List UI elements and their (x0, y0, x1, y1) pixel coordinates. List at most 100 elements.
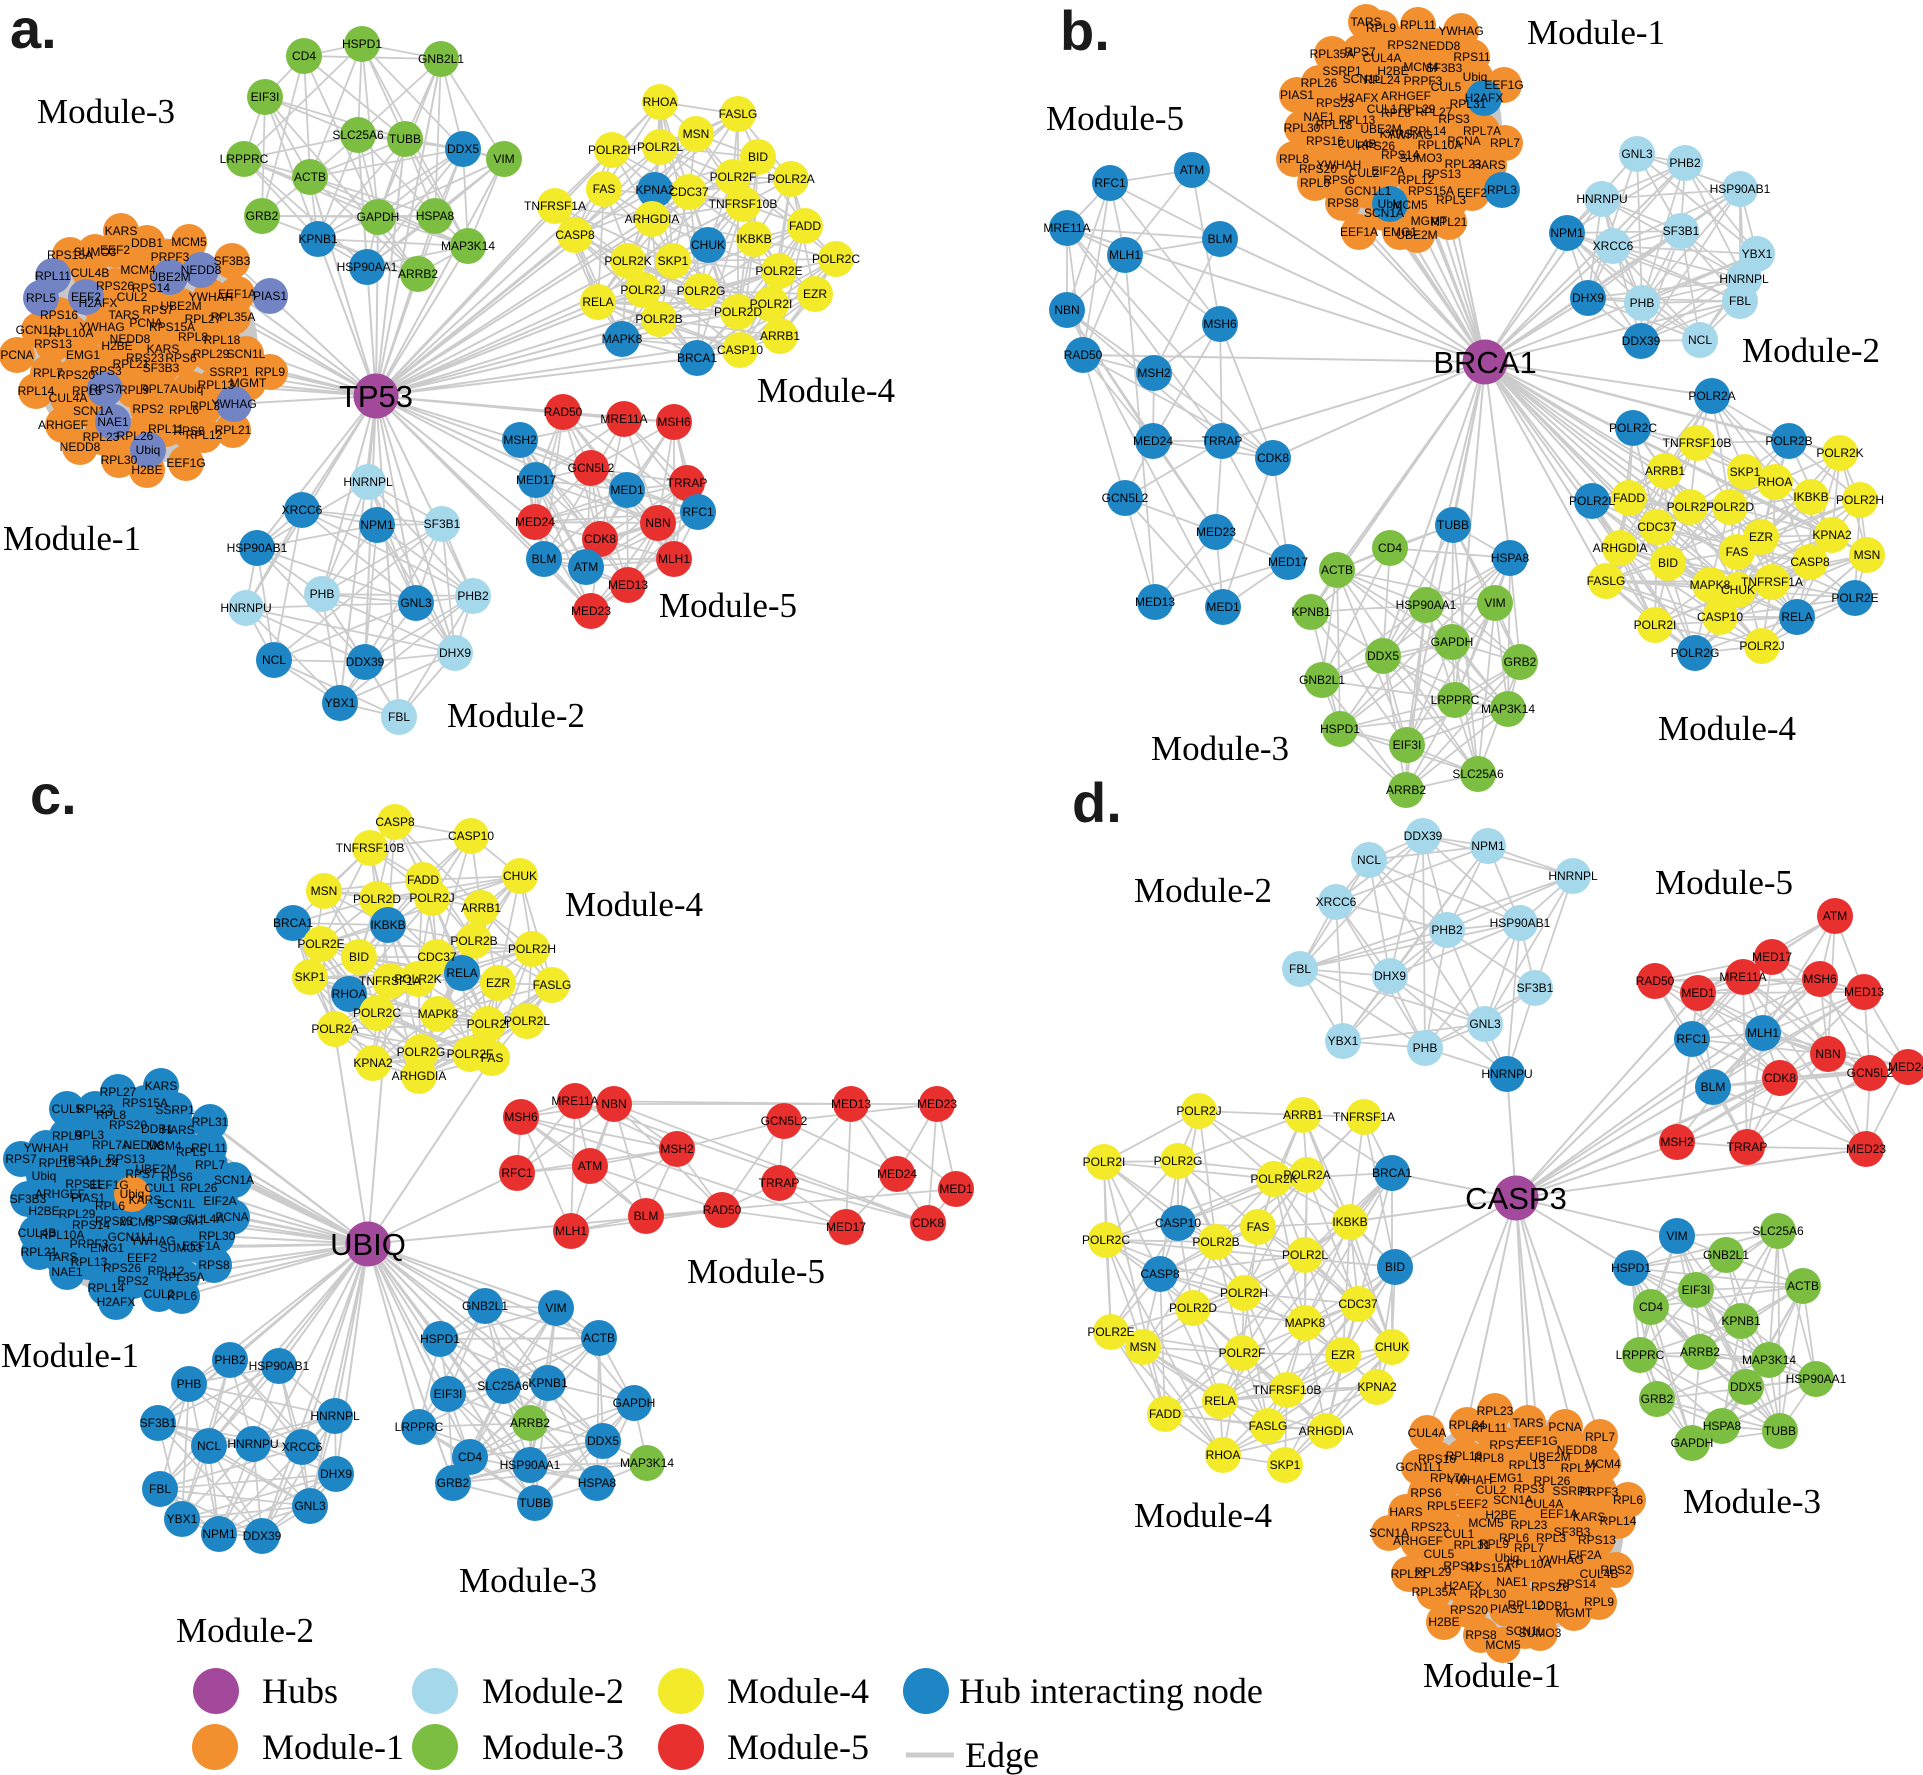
svg-text:ATM: ATM (574, 560, 598, 574)
svg-text:POLR2I: POLR2I (750, 297, 793, 311)
svg-text:POLR2J: POLR2J (409, 891, 454, 905)
svg-text:MED13: MED13 (1135, 595, 1175, 609)
svg-text:HNRNPL: HNRNPL (1719, 272, 1769, 286)
svg-text:EEF2: EEF2 (1458, 1497, 1488, 1511)
svg-text:H2BE: H2BE (1428, 1615, 1459, 1629)
svg-text:EEF2: EEF2 (71, 290, 101, 304)
svg-text:RPS23: RPS23 (1411, 1520, 1449, 1534)
svg-text:Ubiq: Ubiq (1463, 70, 1488, 84)
svg-text:RPS11: RPS11 (65, 1177, 102, 1191)
svg-text:GNL3: GNL3 (1469, 1017, 1501, 1031)
svg-text:MAP3K14: MAP3K14 (1481, 702, 1535, 716)
svg-text:SF3B1: SF3B1 (424, 517, 461, 531)
svg-text:RAD50: RAD50 (1636, 974, 1675, 988)
svg-text:RPS13: RPS13 (1578, 1533, 1616, 1547)
svg-text:RPS3: RPS3 (90, 364, 122, 378)
svg-text:BID: BID (1385, 1260, 1405, 1274)
svg-text:EIF2A: EIF2A (1568, 1548, 1601, 1562)
svg-text:SSRP1: SSRP1 (1322, 64, 1362, 78)
svg-text:RPL21: RPL21 (1431, 215, 1468, 229)
svg-text:MCM4: MCM4 (146, 1139, 182, 1153)
svg-text:DDX39: DDX39 (1404, 829, 1443, 843)
svg-text:RPS26: RPS26 (103, 1261, 141, 1275)
svg-text:MED23: MED23 (571, 604, 611, 618)
svg-text:POLR2H: POLR2H (1220, 1286, 1268, 1300)
svg-text:EEF2: EEF2 (127, 1251, 157, 1265)
svg-text:TARS: TARS (1512, 1416, 1543, 1430)
svg-text:NPM1: NPM1 (202, 1527, 236, 1541)
svg-text:EEF2: EEF2 (1457, 186, 1487, 200)
svg-text:SF3B3: SF3B3 (143, 361, 180, 375)
svg-text:MSH2: MSH2 (1660, 1135, 1694, 1149)
svg-text:RPL29: RPL29 (59, 1207, 96, 1221)
svg-text:CDK8: CDK8 (584, 532, 616, 546)
svg-text:DDX5: DDX5 (587, 1434, 619, 1448)
svg-text:YBX1: YBX1 (1742, 247, 1773, 261)
svg-text:EEF1G: EEF1G (1518, 1434, 1557, 1448)
svg-text:NPM1: NPM1 (360, 518, 394, 532)
svg-text:NPM1: NPM1 (1550, 226, 1584, 240)
svg-text:RPS13: RPS13 (34, 337, 72, 351)
svg-text:HSP90AB1: HSP90AB1 (249, 1359, 310, 1373)
svg-text:FADD: FADD (407, 873, 439, 887)
svg-text:GAPDH: GAPDH (1671, 1436, 1714, 1450)
svg-text:MRE11A: MRE11A (1719, 970, 1766, 984)
svg-text:PHB: PHB (1413, 1041, 1438, 1055)
svg-text:ARHGEF: ARHGEF (38, 418, 88, 432)
svg-text:EZR: EZR (1749, 530, 1773, 544)
svg-text:RPS6: RPS6 (1410, 1486, 1442, 1500)
svg-text:MED1: MED1 (610, 483, 644, 497)
svg-text:HSP90AB1: HSP90AB1 (1710, 182, 1771, 196)
svg-text:PIAS1: PIAS1 (1490, 1602, 1524, 1616)
svg-text:NEDD8: NEDD8 (1420, 39, 1461, 53)
svg-text:EEF1G: EEF1G (166, 456, 205, 470)
svg-text:RHOA: RHOA (1758, 475, 1793, 489)
svg-text:Module-4: Module-4 (757, 371, 895, 410)
svg-text:ARRB2: ARRB2 (1680, 1345, 1720, 1359)
svg-text:RPL12: RPL12 (1398, 173, 1435, 187)
svg-text:HSPA8: HSPA8 (1703, 1419, 1742, 1433)
svg-text:SF3B1: SF3B1 (1517, 981, 1554, 995)
svg-text:Module-2: Module-2 (447, 696, 585, 735)
svg-text:DDX5: DDX5 (1367, 649, 1399, 663)
svg-text:GRB2: GRB2 (246, 209, 279, 223)
svg-text:POLR2I: POLR2I (1634, 618, 1677, 632)
svg-text:MRE11A: MRE11A (600, 412, 647, 426)
svg-text:HSP90AB1: HSP90AB1 (227, 541, 288, 555)
svg-text:RPL5: RPL5 (176, 1145, 206, 1159)
svg-text:Module-2: Module-2 (176, 1611, 314, 1650)
svg-text:MAP3K14: MAP3K14 (620, 1456, 674, 1470)
svg-text:NPM1: NPM1 (1471, 839, 1505, 853)
svg-text:RPL24: RPL24 (82, 1156, 119, 1170)
svg-text:POLR2B: POLR2B (635, 312, 682, 326)
svg-text:CDK8: CDK8 (1764, 1071, 1796, 1085)
svg-text:MED1: MED1 (1681, 986, 1715, 1000)
svg-text:RPS2: RPS2 (117, 1274, 149, 1288)
svg-text:RPL12: RPL12 (148, 1264, 185, 1278)
svg-text:TUBB: TUBB (1437, 518, 1469, 532)
svg-text:RPL23: RPL23 (1445, 157, 1482, 171)
svg-text:YBX1: YBX1 (1328, 1034, 1359, 1048)
svg-text:MED1: MED1 (1206, 600, 1240, 614)
svg-text:GCN5L2: GCN5L2 (568, 461, 615, 475)
svg-text:RPL9: RPL9 (255, 365, 285, 379)
svg-text:CUL5: CUL5 (52, 1102, 83, 1116)
svg-text:BLM: BLM (634, 1209, 659, 1223)
svg-text:SCN1L: SCN1L (227, 347, 266, 361)
svg-text:H2BE: H2BE (28, 1204, 59, 1218)
svg-text:TUBB: TUBB (389, 132, 421, 146)
svg-text:EIF2A: EIF2A (1371, 164, 1404, 178)
svg-text:GNB2L1: GNB2L1 (1703, 1248, 1749, 1262)
svg-text:NBN: NBN (1054, 303, 1079, 317)
svg-text:RPS15A: RPS15A (149, 320, 195, 334)
svg-text:PHB: PHB (1630, 296, 1655, 310)
svg-text:GCN5L2: GCN5L2 (1847, 1066, 1894, 1080)
svg-text:RPS20: RPS20 (57, 368, 95, 382)
svg-text:RPL31: RPL31 (1450, 97, 1487, 111)
svg-text:POLR2D: POLR2D (353, 892, 401, 906)
svg-text:POLR2L: POLR2L (637, 140, 683, 154)
svg-text:SCN1L: SCN1L (157, 1197, 196, 1211)
svg-text:SCN1A: SCN1A (73, 404, 113, 418)
svg-text:MED23: MED23 (1846, 1142, 1886, 1156)
svg-text:ATM: ATM (1180, 163, 1204, 177)
